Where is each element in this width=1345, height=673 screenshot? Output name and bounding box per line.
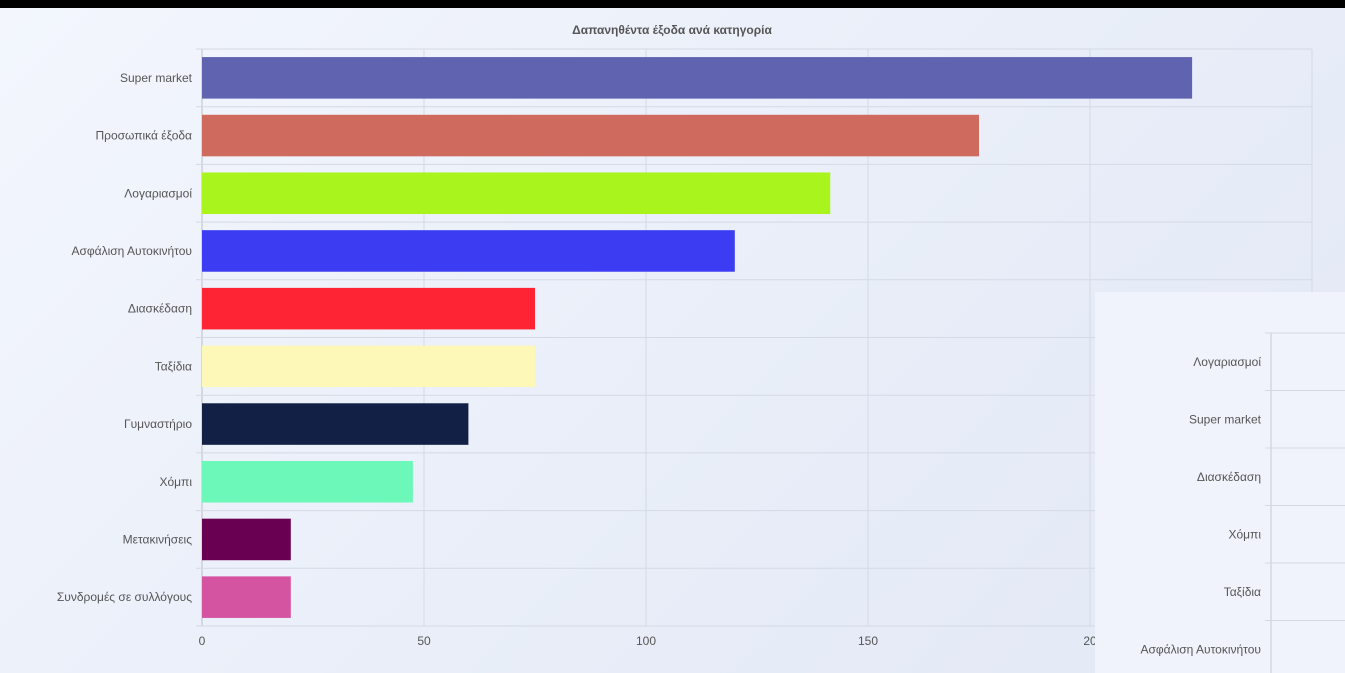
bar <box>202 287 535 330</box>
category-label: Μετακινήσεις <box>123 532 193 546</box>
x-tick-label: 150 <box>858 634 878 648</box>
category-label: Συνδρομές σε συλλόγους <box>57 590 192 604</box>
category-label: Ασφάλιση Αυτοκινήτου <box>71 244 192 258</box>
bar <box>202 172 831 215</box>
category-label: Ταξίδια <box>155 359 192 373</box>
bar <box>202 518 291 561</box>
category-label: Διασκέδαση <box>128 302 192 316</box>
second-category-label: Ταξίδια <box>1224 585 1261 599</box>
category-label: Super market <box>120 71 193 85</box>
x-tick-label: 100 <box>636 634 656 648</box>
second-category-label: Χόμπι <box>1228 527 1261 541</box>
second-category-label: Super market <box>1189 412 1262 426</box>
chart-title: Δαπανηθέντα έξοδα ανά κατηγορία <box>572 23 772 37</box>
bar <box>202 576 291 618</box>
bar <box>202 114 979 157</box>
bar <box>202 57 1193 99</box>
category-label: Λογαριασμοί <box>124 186 192 200</box>
x-tick-label: 50 <box>417 634 431 648</box>
bar <box>202 460 413 503</box>
x-tick-label: 20 <box>1083 634 1097 648</box>
second-category-label: Ασφάλιση Αυτοκινήτου <box>1140 642 1261 656</box>
bar <box>202 230 735 272</box>
second-chart-panel <box>1095 292 1345 673</box>
second-category-label: Λογαριασμοί <box>1193 355 1261 369</box>
second-category-label: Διασκέδαση <box>1197 470 1261 484</box>
bar <box>202 403 469 445</box>
category-label: Προσωπικά έξοδα <box>95 129 192 143</box>
category-label: Χόμπι <box>159 475 192 489</box>
bar <box>202 345 535 388</box>
category-label: Γυμναστήριο <box>124 417 192 431</box>
x-tick-label: 0 <box>199 634 206 648</box>
